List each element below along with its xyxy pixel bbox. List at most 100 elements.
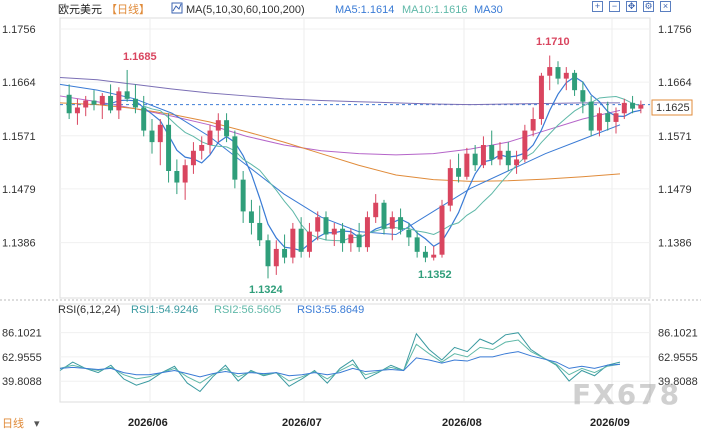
candle — [605, 101, 611, 131]
candle-body — [364, 217, 370, 248]
candle — [439, 199, 445, 258]
candle-body — [439, 205, 445, 255]
candle — [232, 130, 238, 189]
ma5-value: MA5:1.1614 — [335, 4, 394, 16]
price-tick-right: 1.1479 — [658, 184, 692, 196]
last-price-badge: 1.1625 — [651, 99, 693, 116]
candle-body — [398, 217, 404, 230]
ma-label: MA(5,10,30,60,100,200) — [186, 4, 305, 16]
candle-body — [248, 211, 254, 223]
candle — [447, 159, 453, 212]
candle — [514, 150, 520, 174]
candle-body — [563, 72, 569, 79]
candle — [580, 81, 586, 114]
period-label[interactable]: 【日线】 — [106, 2, 150, 16]
candle-body — [406, 229, 412, 238]
settings-icon[interactable]: ⚙ — [643, 1, 654, 12]
candle — [381, 199, 387, 235]
candle — [472, 145, 478, 171]
candle — [207, 124, 213, 154]
candle — [116, 87, 122, 120]
close-icon[interactable]: × — [660, 1, 671, 12]
zoom-out-icon[interactable]: − — [609, 1, 620, 12]
candle-body — [472, 153, 478, 166]
candle-body — [273, 248, 279, 267]
zoom-in-icon[interactable]: + — [592, 1, 603, 12]
candle-body — [141, 107, 147, 131]
candle — [406, 222, 412, 247]
candle-body — [381, 202, 387, 229]
candle — [323, 211, 329, 241]
ma100-line — [59, 102, 621, 182]
candle — [530, 107, 536, 137]
candle-body — [356, 234, 362, 248]
candle — [464, 147, 470, 180]
candle — [282, 234, 288, 264]
candle-body — [224, 120, 230, 137]
low-annotation-1: 1.1324 — [249, 284, 284, 296]
candle — [398, 208, 404, 235]
move-icon[interactable]: ✥ — [626, 1, 637, 12]
candle — [364, 211, 370, 252]
date-tick: 2026/09 — [590, 417, 630, 429]
price-tick-left: 1.1479 — [2, 184, 36, 196]
candle-body — [514, 159, 520, 166]
candle — [290, 222, 296, 264]
rsi3-value: RSI3:55.8649 — [297, 304, 364, 316]
symbol-title: 欧元美元 — [58, 3, 102, 16]
candle-body — [638, 104, 644, 109]
candle — [563, 67, 569, 91]
price-tick-right: 1.1386 — [658, 238, 692, 250]
candle-body — [91, 100, 97, 105]
candle — [638, 100, 644, 114]
rsi-tick-right: 39.8088 — [658, 376, 698, 388]
candle — [306, 222, 312, 258]
candle — [497, 142, 503, 166]
candle — [588, 95, 594, 137]
candle-body — [414, 237, 420, 252]
candle — [621, 98, 627, 120]
moving-average-lines — [59, 76, 642, 252]
candle-body — [265, 240, 271, 267]
candle-body — [422, 251, 428, 258]
chart-type-icon[interactable] — [171, 2, 183, 14]
candle — [298, 217, 304, 258]
candle-body — [199, 145, 205, 151]
candle — [141, 95, 147, 137]
candle-body — [315, 217, 321, 232]
candle — [613, 107, 619, 134]
candle — [331, 222, 337, 247]
footer-dropdown-icon[interactable]: ▾ — [34, 418, 40, 430]
date-tick: 2026/07 — [282, 417, 322, 429]
candle-body — [306, 231, 312, 252]
candle — [538, 72, 544, 125]
candle-body — [596, 113, 602, 131]
candle-body — [588, 101, 594, 131]
candle-body — [456, 168, 462, 177]
candle-body — [66, 94, 72, 114]
price-panel-border — [59, 17, 651, 299]
candle — [422, 246, 428, 263]
candle — [257, 205, 263, 247]
candle — [66, 84, 72, 120]
footer-period[interactable]: 日线 — [2, 416, 24, 430]
rsi-panel-border — [59, 303, 651, 403]
rsi1-value: RSI1:54.9246 — [131, 304, 198, 316]
candle — [190, 142, 196, 174]
candle-body — [132, 98, 138, 108]
candle-body — [522, 130, 528, 160]
high-annotation-2: 1.1710 — [536, 36, 570, 48]
candle-body — [373, 202, 379, 218]
candle-body — [116, 91, 122, 111]
candle-body — [74, 107, 80, 114]
date-axis: 2026/06 2026/07 2026/08 2026/09 — [128, 417, 630, 429]
candle-body — [489, 145, 495, 160]
candle-body — [464, 153, 470, 177]
price-tick-right: 1.1571 — [658, 131, 692, 143]
candle — [124, 69, 130, 102]
candlesticks — [66, 55, 644, 279]
rsi3-line — [59, 351, 621, 378]
rsi-tick-right: 62.9555 — [658, 352, 698, 364]
ma30-value: MA30 — [474, 4, 503, 16]
